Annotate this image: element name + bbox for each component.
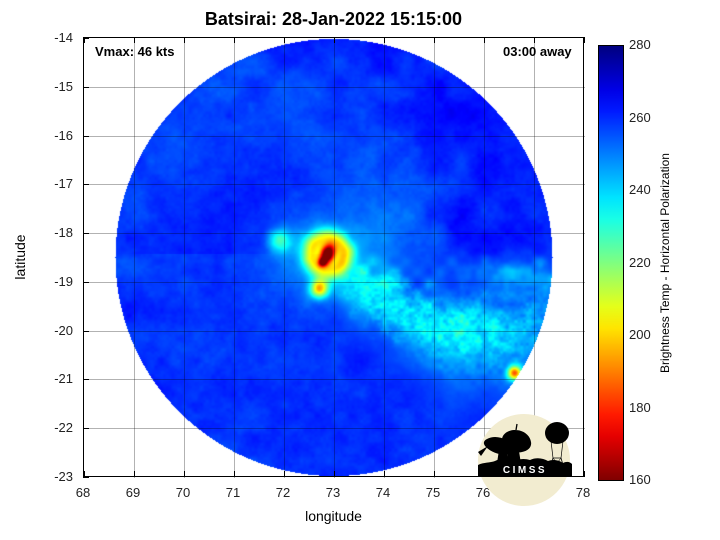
svg-text:CIMSS: CIMSS (503, 465, 547, 476)
